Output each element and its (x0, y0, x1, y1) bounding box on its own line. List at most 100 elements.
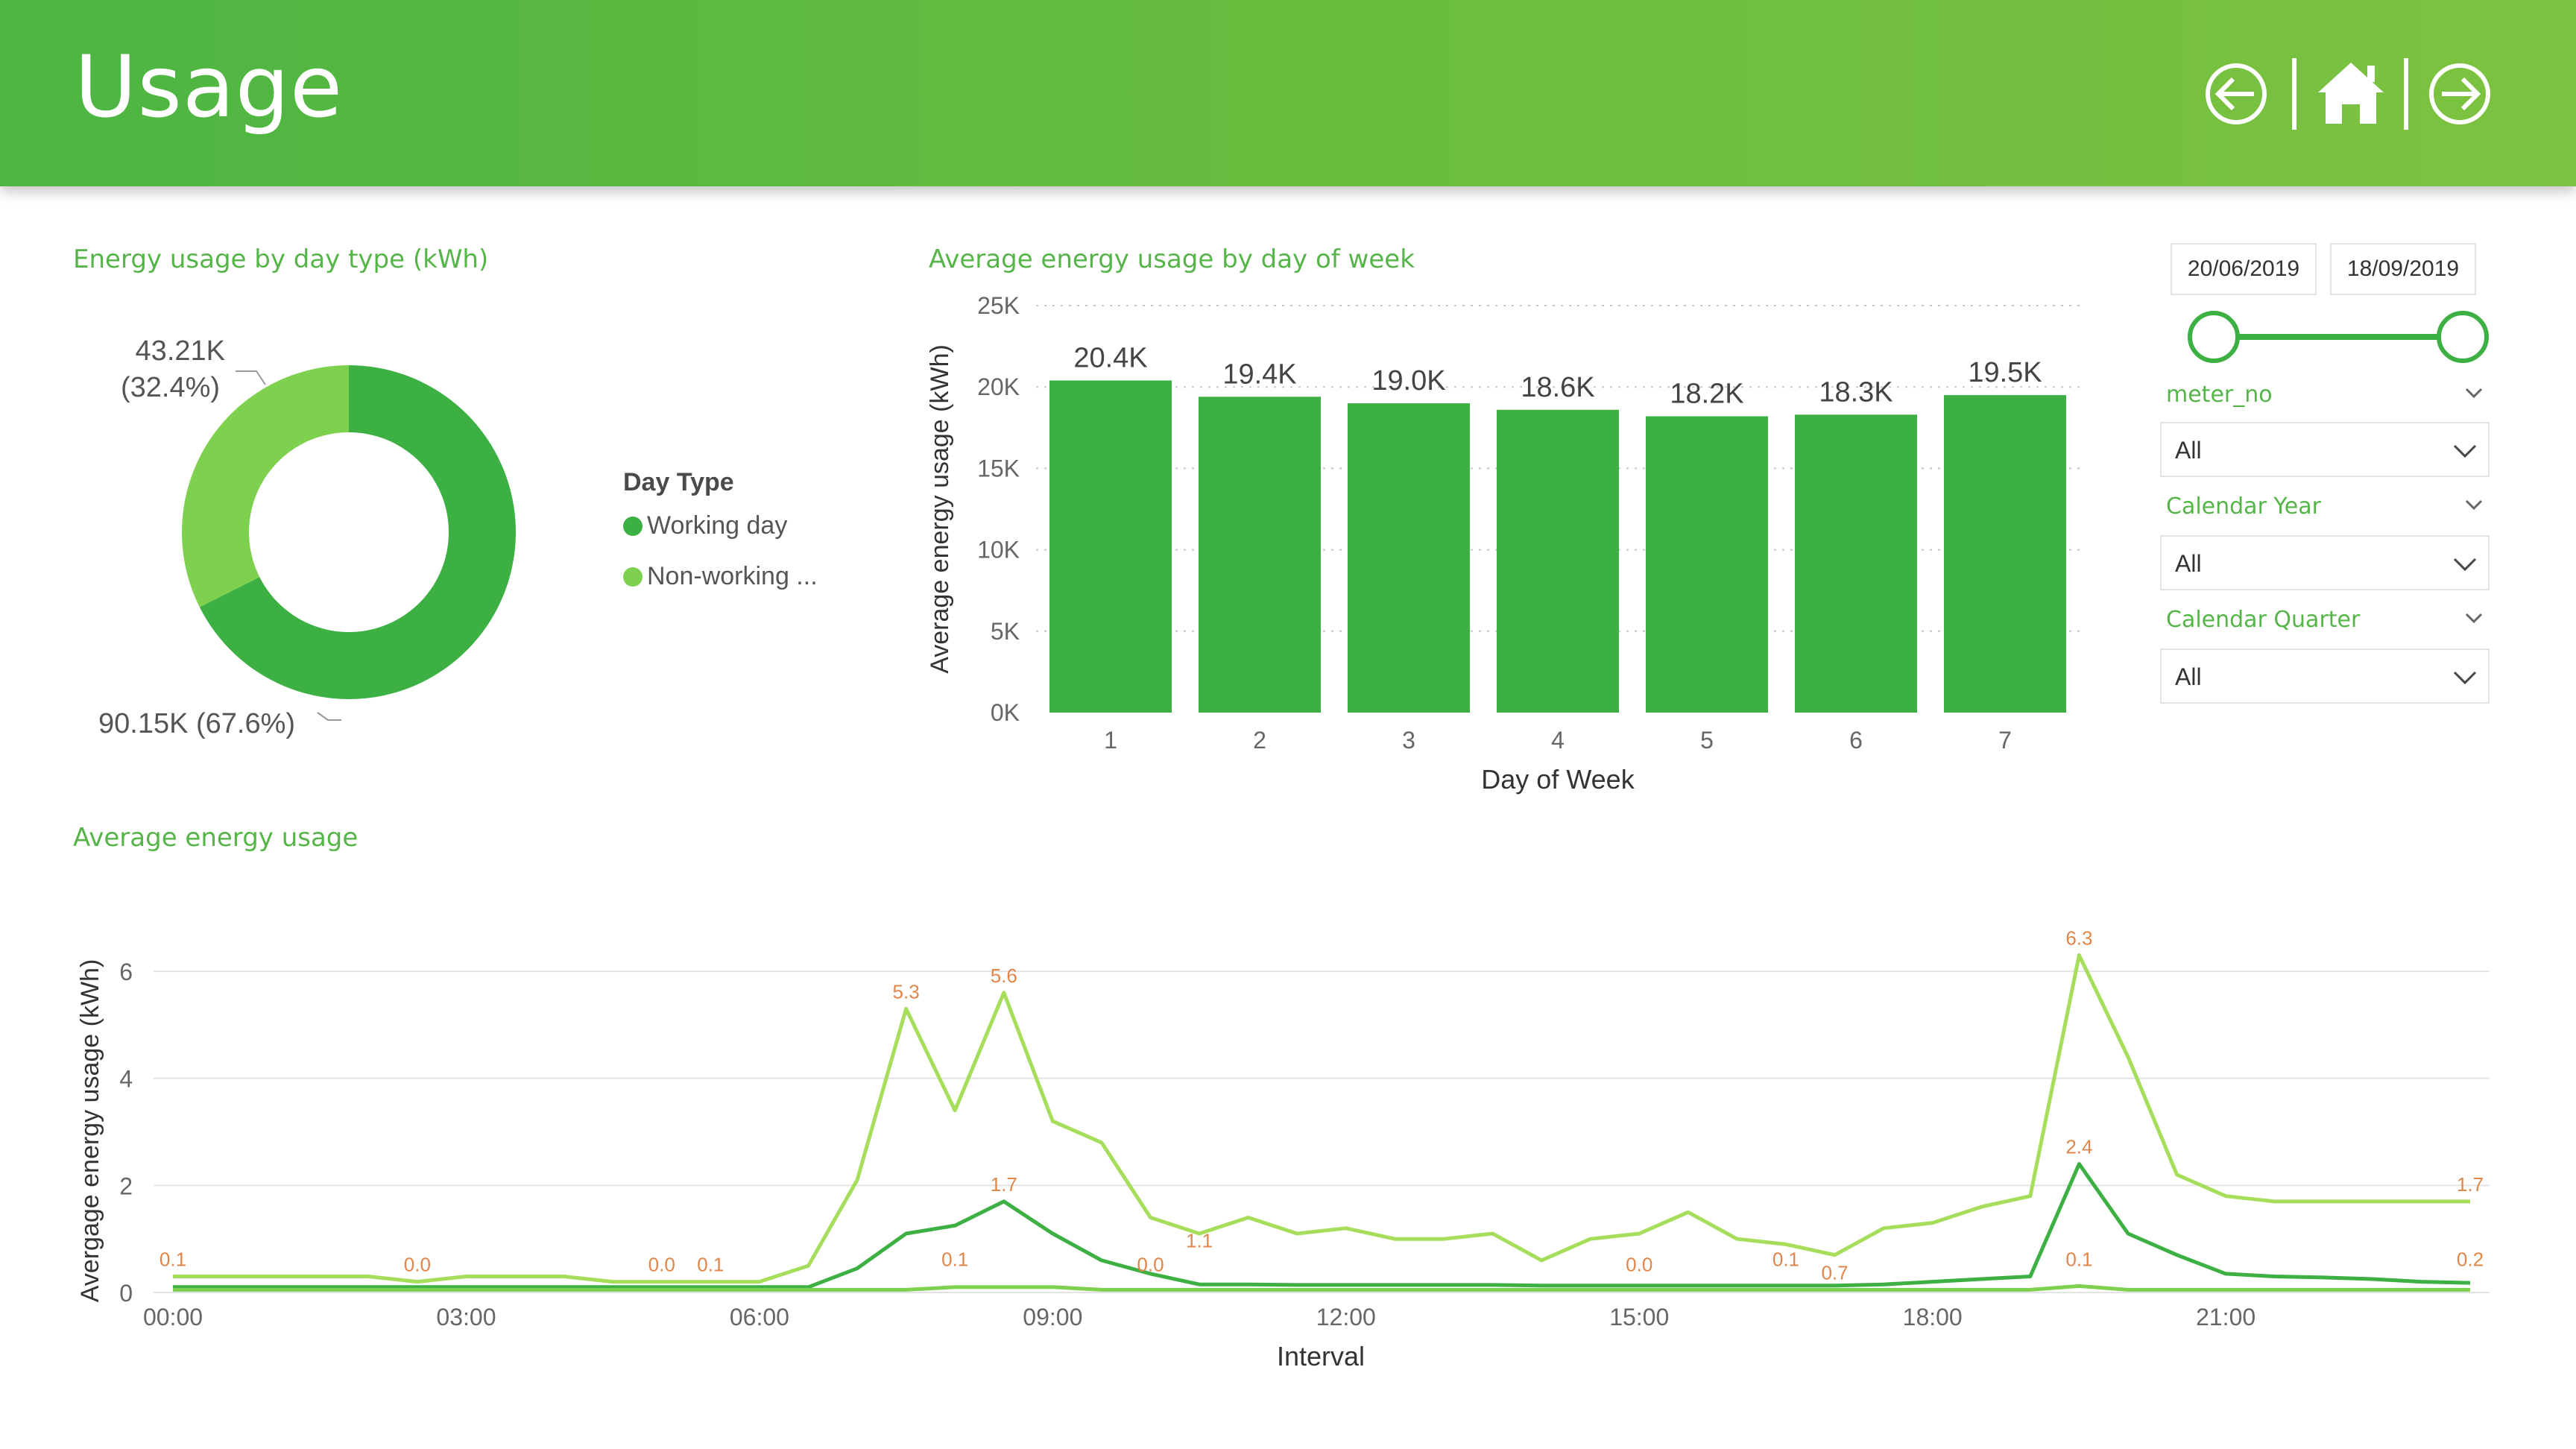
series-line-lime[interactable] (173, 953, 2470, 1284)
x-tick-label: 18:00 (1903, 1304, 1963, 1330)
x-tick-label: 06:00 (730, 1304, 789, 1330)
data-label: 0.0 (404, 1254, 431, 1276)
bar-value-label: 20.4K (1073, 342, 1147, 373)
slider-handle-end[interactable] (2437, 311, 2489, 363)
bar-day-5[interactable] (1646, 416, 1768, 713)
header-bar: Usage (0, 0, 2576, 186)
donut-slice-non-working-day[interactable] (181, 365, 349, 607)
donut-slice-working-day[interactable] (199, 365, 516, 699)
x-axis-title: Interval (1277, 1341, 1365, 1371)
bar-value-label: 19.4K (1222, 359, 1296, 390)
nav-bar (2206, 58, 2490, 130)
legend-item-non-working-day[interactable]: Non-working ... (623, 562, 818, 591)
data-label: 0.0 (1626, 1254, 1652, 1276)
calendar-quarter-value: All (2175, 663, 2202, 690)
series-line-dark[interactable] (173, 1284, 2470, 1292)
line-chart: 0 2 4 6 00:00 03:00 06:00 09:00 12:00 15:00 18:00 2… (76, 927, 2490, 1371)
bar-day-3[interactable] (1348, 403, 1470, 713)
y-tick-label: 5K (991, 618, 1020, 645)
home-icon[interactable] (2318, 63, 2384, 124)
x-tick-label: 00:00 (143, 1304, 203, 1330)
bar-value-label: 19.5K (1968, 357, 2042, 388)
chevron-down-icon[interactable] (2464, 383, 2484, 402)
donut-label-percent: (32.4%) (121, 372, 221, 403)
meter-no-dropdown[interactable]: All (2160, 422, 2490, 477)
bar-day-4[interactable] (1497, 409, 1619, 713)
x-tick-label: 3 (1402, 727, 1415, 754)
y-tick-label: 25K (977, 292, 1020, 319)
legend-dot (623, 566, 643, 587)
donut-label-value: 43.21K (135, 335, 225, 367)
bar-day-1[interactable] (1049, 380, 1172, 713)
chevron-down-icon (2453, 444, 2477, 458)
data-label: 0.1 (2065, 1248, 2092, 1270)
calendar-year-slicer-label: Calendar Year (2166, 493, 2321, 520)
bar-value-label: 18.2K (1670, 379, 1743, 410)
y-tick-label: 0K (991, 699, 1020, 726)
chevron-down-icon (2453, 671, 2477, 685)
data-label: 5.3 (893, 980, 920, 1003)
calendar-quarter-dropdown[interactable]: All (2160, 648, 2490, 704)
leader-line (317, 712, 341, 721)
data-label: 0.0 (1137, 1254, 1164, 1276)
x-tick-label: 09:00 (1023, 1304, 1082, 1330)
x-tick-label: 12:00 (1316, 1304, 1376, 1330)
chevron-down-icon (2453, 558, 2477, 572)
legend-item-working-day[interactable]: Working day (623, 511, 787, 540)
x-tick-label: 15:00 (1609, 1304, 1669, 1330)
x-tick-label: 1 (1104, 727, 1117, 754)
meter-no-value: All (2175, 437, 2202, 464)
y-axis-title: Avergage energy usage (kWh) (76, 959, 104, 1303)
x-tick-label: 4 (1551, 727, 1565, 754)
calendar-quarter-slicer-label: Calendar Quarter (2166, 607, 2361, 633)
bar-day-2[interactable] (1199, 397, 1321, 713)
chevron-down-icon[interactable] (2464, 495, 2484, 514)
data-label: 0.1 (697, 1254, 724, 1276)
leader-line (236, 370, 266, 385)
bar-value-label: 19.0K (1371, 365, 1445, 397)
x-tick-label: 7 (1998, 727, 2012, 754)
legend-title: Day Type (623, 468, 734, 496)
line-chart-title: Average energy usage (73, 823, 359, 853)
x-tick-label: 03:00 (436, 1304, 496, 1330)
page-title: Usage (75, 37, 344, 136)
data-label: 0.1 (941, 1248, 968, 1270)
x-axis-title: Day of Week (1481, 764, 1635, 795)
data-label: 2.4 (2065, 1136, 2092, 1158)
calendar-year-dropdown[interactable]: All (2160, 535, 2490, 590)
y-tick-label: 4 (119, 1066, 133, 1093)
data-label: 0.1 (160, 1248, 186, 1270)
legend-label: Working day (647, 511, 788, 540)
x-tick-label: 5 (1700, 727, 1714, 754)
legend-dot (623, 516, 643, 536)
chevron-down-icon[interactable] (2464, 608, 2484, 628)
bar-day-7[interactable] (1944, 395, 2066, 713)
date-start-input[interactable]: 20/06/2019 (2171, 243, 2317, 295)
bar-day-6[interactable] (1795, 414, 1917, 713)
x-tick-label: 2 (1253, 727, 1266, 754)
y-tick-label: 15K (977, 455, 1020, 482)
donut-label-working: 90.15K (67.6%) (98, 708, 296, 739)
data-label: 6.3 (2065, 927, 2092, 950)
y-tick-label: 0 (119, 1280, 133, 1307)
donut-chart (181, 365, 516, 721)
meter-no-slicer-label: meter_no (2166, 382, 2273, 408)
data-label: 0.7 (1821, 1261, 1848, 1284)
arrow-left-circle-icon[interactable] (2206, 63, 2267, 124)
data-label: 5.6 (991, 965, 1017, 987)
calendar-year-value: All (2175, 550, 2202, 577)
arrow-right-circle-icon[interactable] (2429, 63, 2490, 124)
data-label: 1.7 (2457, 1173, 2484, 1196)
data-label: 0.2 (2457, 1248, 2484, 1270)
series-line-green[interactable] (173, 1162, 2471, 1289)
bar-chart-title: Average energy usage by day of week (929, 244, 1415, 274)
y-tick-label: 20K (977, 373, 1020, 400)
slider-handle-start[interactable] (2188, 311, 2240, 363)
donut-chart-title: Energy usage by day type (kWh) (73, 244, 489, 274)
data-label: 1.7 (991, 1173, 1017, 1196)
bar-value-label: 18.3K (1819, 376, 1892, 408)
x-tick-label: 6 (1849, 727, 1863, 754)
date-end-input[interactable]: 18/09/2019 (2330, 243, 2476, 295)
y-tick-label: 10K (977, 537, 1020, 564)
date-range-slider[interactable] (2176, 306, 2490, 365)
